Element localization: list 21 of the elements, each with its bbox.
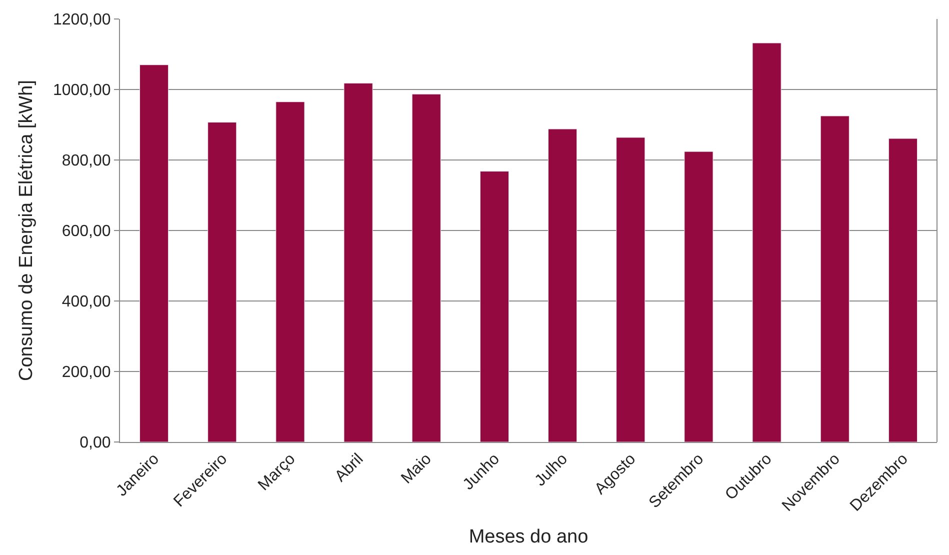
x-axis-title: Meses do ano <box>468 526 588 548</box>
bar <box>820 116 850 442</box>
bar <box>208 122 237 442</box>
bar <box>684 151 714 442</box>
bar <box>412 94 441 442</box>
y-tick-label: 1000,00 <box>52 82 111 100</box>
y-tick-label: 800,00 <box>62 152 111 170</box>
y-tick-label: 1200,00 <box>52 12 111 29</box>
bar <box>139 64 169 442</box>
y-tick-label: 600,00 <box>62 223 111 240</box>
bar <box>276 102 305 442</box>
y-tick-label: 0,00 <box>80 434 111 452</box>
bar <box>548 128 578 442</box>
y-tick-label: 200,00 <box>62 364 111 382</box>
bar <box>480 171 510 442</box>
y-tick-label: 400,00 <box>62 294 111 311</box>
bar <box>752 42 782 442</box>
bar <box>616 137 646 442</box>
y-axis-title: Consumo de Energia Elétrica [kWh] <box>16 80 37 381</box>
bar <box>344 82 373 442</box>
bar <box>888 138 918 442</box>
